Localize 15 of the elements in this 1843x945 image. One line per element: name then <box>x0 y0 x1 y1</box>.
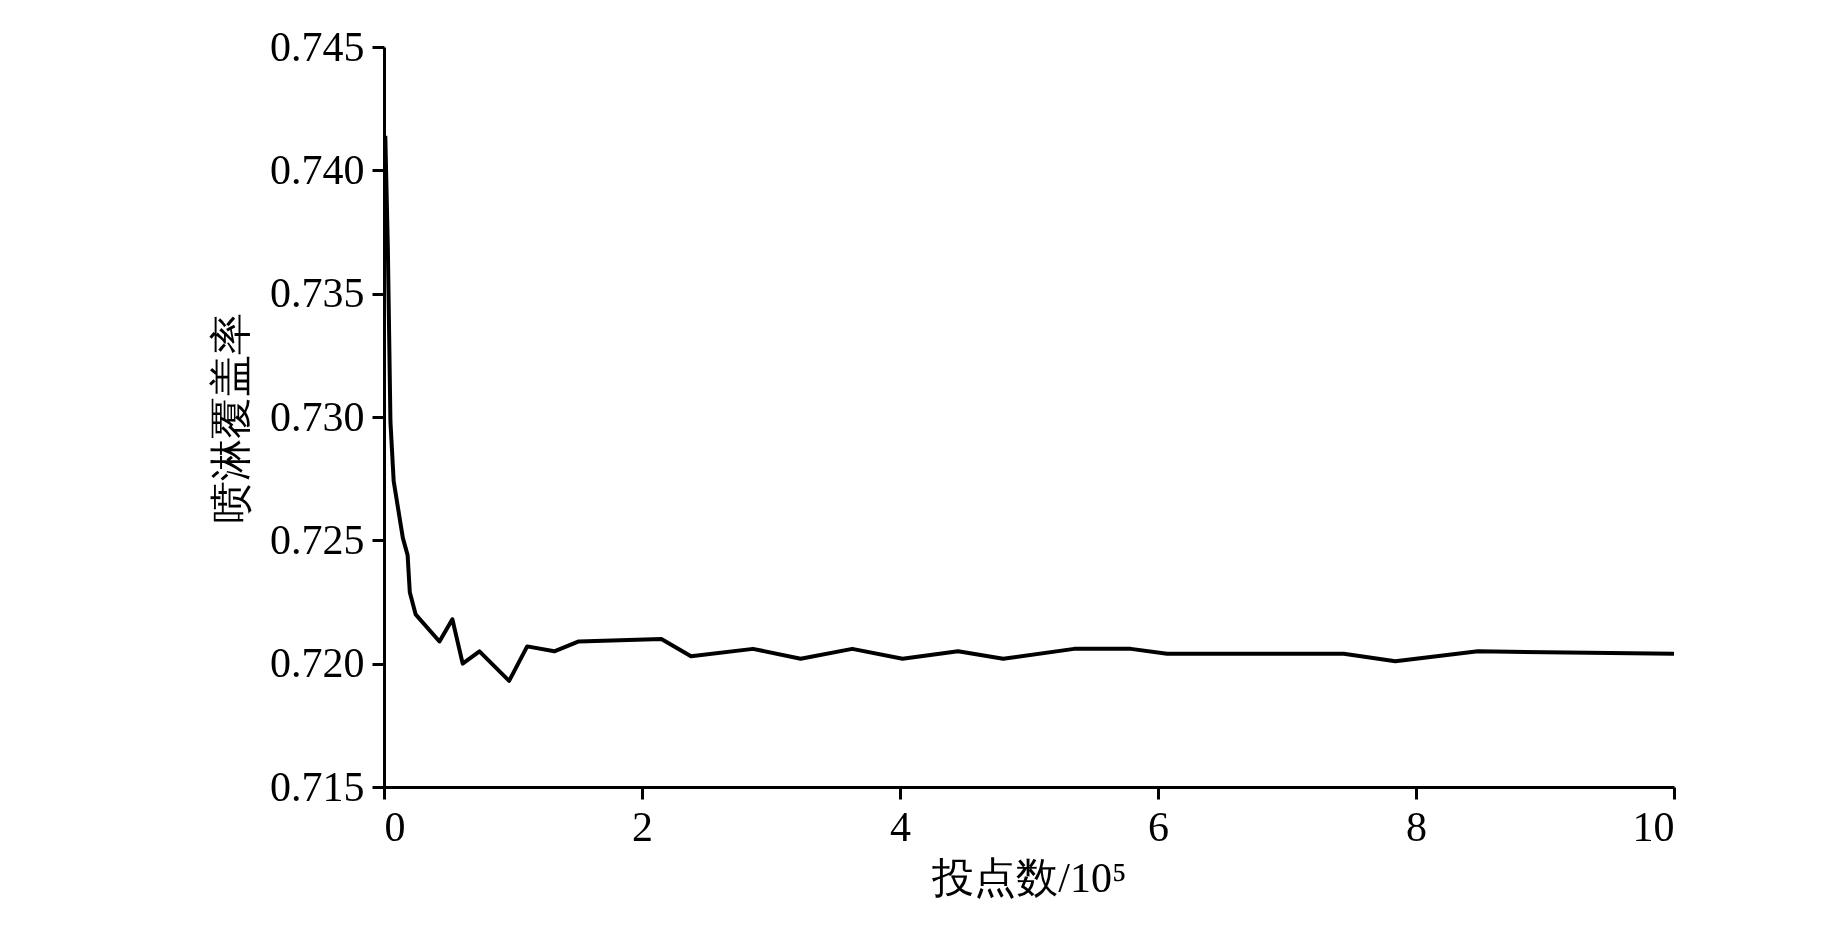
y-tick-label: 0.715 <box>270 763 365 810</box>
y-tick-label: 0.725 <box>270 516 365 563</box>
y-axis-title: 喷淋覆盖率 <box>208 312 254 523</box>
x-tick-label: 6 <box>1148 803 1169 850</box>
y-tick-label: 0.735 <box>270 270 365 317</box>
x-tick-label: 4 <box>890 803 911 850</box>
x-tick-label: 8 <box>1406 803 1427 850</box>
x-axis-title: 投点数/10⁵ <box>931 854 1127 901</box>
x-tick-label: 2 <box>632 803 653 850</box>
y-tick-label: 0.740 <box>270 146 365 193</box>
x-tick-label: 0 <box>384 803 406 850</box>
y-tick-label: 0.720 <box>270 640 365 687</box>
y-tick-label: 0.730 <box>270 393 365 440</box>
x-tick-label: 10 <box>1632 803 1675 850</box>
y-tick-label: 0.745 <box>270 23 365 70</box>
